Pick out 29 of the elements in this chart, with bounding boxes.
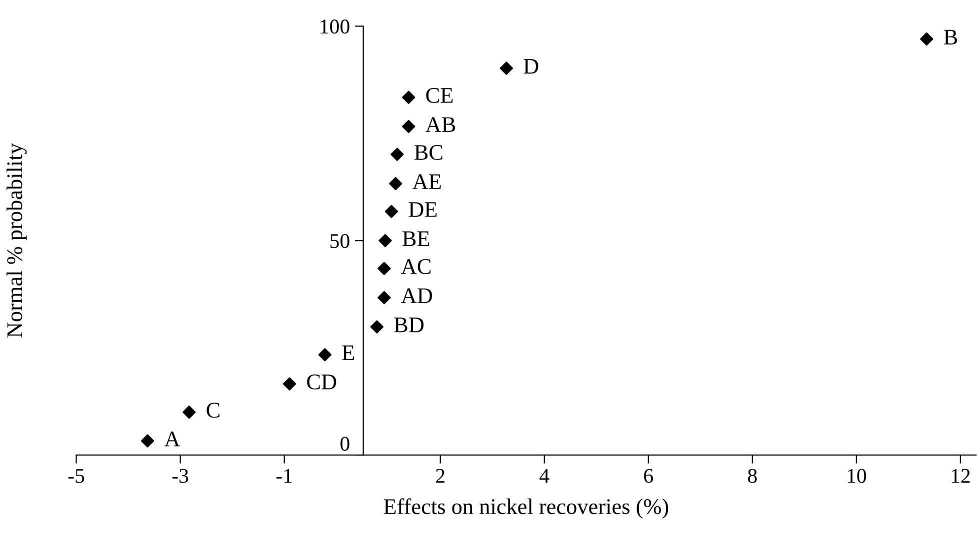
annotation: CE [426,88,453,103]
x-tick-label: 6 [644,468,653,483]
x-tick-label: -1 [276,468,292,483]
annotation: BE [402,231,430,246]
annotation: AC [401,259,430,274]
annotation: B [944,30,958,44]
annotation: AD [401,288,432,304]
x-tick-label: -5 [68,469,84,483]
x-tick-label: 8 [748,468,757,483]
annotation: DE [408,202,437,217]
annotation: AB [426,117,456,132]
x-axis-title: Effects on nickel recoveries (%) [384,498,668,519]
y-tick-label: 0 [340,436,350,451]
annotation: CD [307,374,336,390]
y-tick-label: 50 [330,234,350,248]
annotation: A [164,432,180,446]
annotation: D [524,59,538,74]
y-tick-label: 100 [320,20,350,34]
annotation: BD [394,318,424,332]
x-tick-label: 10 [848,468,866,483]
y-axis-title: Normal % probability [6,143,27,338]
x-tick-label: -3 [172,468,188,483]
annotation: E [342,346,354,360]
annotation: BC [414,145,442,160]
x-tick-label: 2 [436,468,444,483]
x-tick-label: 4 [540,469,550,483]
annotation: AE [412,174,441,189]
x-tick-label: 12 [952,468,970,483]
annotation: C [206,402,220,418]
